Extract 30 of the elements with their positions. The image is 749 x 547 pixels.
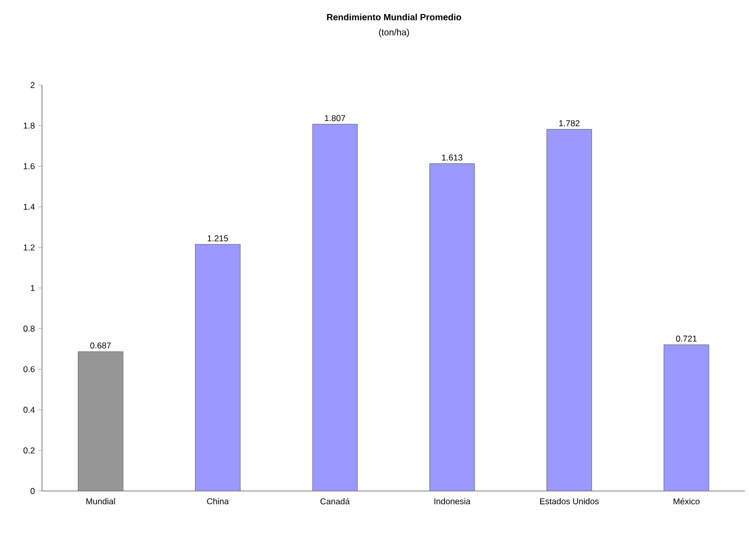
y-tick-label: 0.8 [23,326,35,332]
y-tick-label: 0.4 [23,406,35,413]
data-label: 0.721 [676,336,697,342]
y-tick-label: 1.2 [24,244,35,250]
data-label: 1.613 [442,154,462,161]
y-tick-label: 1.8 [24,122,35,129]
bar [78,351,124,491]
bar [312,124,358,491]
x-tick-label: Estados Unidos [540,498,599,504]
bar [546,129,592,491]
x-tick-label: México [674,498,700,504]
y-tick-label: 0.2 [23,447,35,454]
data-label: 1.782 [559,120,580,126]
bar [195,244,240,491]
bar [664,344,710,491]
x-tick-label: Indonesia [434,498,471,504]
y-tick-label: 1.6 [24,163,35,170]
data-label: 1.215 [208,235,228,242]
chart-subtitle: (ton/ha) [379,28,409,38]
y-tick-label: 2 [30,82,35,88]
x-tick-label: Canadá [320,498,350,504]
y-tick-label: 1.4 [24,204,35,210]
y-tick-label: 1 [30,285,35,291]
y-tick-label: 0.6 [23,366,35,372]
y-tick-label: 0 [30,488,35,494]
x-tick-label: China [207,498,229,504]
data-label: 1.807 [324,115,346,122]
x-tick-label: Mundial [86,498,115,504]
chart-title: Rendimiento Mundial Promedio [327,14,462,20]
data-label: 0.687 [90,342,111,348]
